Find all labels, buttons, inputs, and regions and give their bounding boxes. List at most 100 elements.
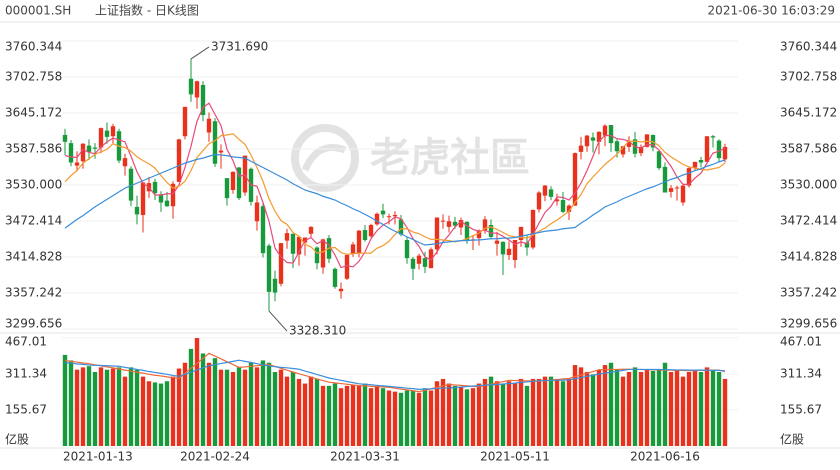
y-tick-label: 3414.828 — [5, 250, 62, 264]
candle-body — [62, 134, 68, 142]
candle-body — [254, 202, 260, 222]
volume-bar — [602, 365, 608, 446]
watermark-logo-stroke — [301, 144, 347, 172]
volume-bar — [224, 369, 230, 446]
volume-bar — [260, 360, 266, 446]
candle-body — [710, 136, 716, 138]
candle-body — [488, 225, 494, 237]
ma-line — [64, 153, 726, 246]
candle-body — [494, 240, 500, 244]
volume-bar — [668, 371, 674, 446]
volume-bar — [236, 367, 242, 446]
volume-bar — [284, 376, 290, 446]
candle-body — [674, 187, 680, 189]
volume-bar — [632, 367, 638, 446]
volume-bar — [704, 367, 710, 446]
timestamp: 2021-06-30 16:03:29 — [708, 4, 835, 18]
volume-bar — [662, 362, 668, 446]
candle-body — [680, 185, 686, 203]
candle-body — [80, 143, 86, 162]
candle-body — [170, 183, 176, 207]
candles — [62, 58, 728, 312]
candle-body — [266, 245, 272, 292]
volume-bar — [542, 376, 548, 446]
y-tick-label: 3760.344 — [5, 40, 62, 54]
candle-body — [206, 118, 212, 133]
candle-body — [458, 220, 464, 228]
candle-body — [380, 210, 386, 215]
volume-bar — [476, 383, 482, 446]
volume-bar — [140, 376, 146, 446]
candle-body — [122, 158, 128, 167]
y-tick-label: 311.34 — [780, 367, 822, 381]
y-tick-label: 3530.000 — [5, 178, 62, 192]
candle-body — [704, 136, 710, 162]
candle-body — [422, 258, 428, 267]
candle-body — [716, 140, 722, 159]
candle-body — [278, 243, 284, 284]
candle-body — [722, 146, 728, 160]
volume-bar — [332, 383, 338, 446]
volume-bar — [446, 383, 452, 446]
volume-bar — [188, 348, 194, 446]
x-tick-label: 2021-01-13 — [63, 450, 133, 464]
y-tick-label: 467.01 — [5, 335, 47, 349]
volume-bar — [110, 368, 116, 446]
chart-title: 上证指数 - 日K线图 — [95, 3, 199, 18]
volume-bar — [374, 385, 380, 446]
candle-body — [158, 194, 164, 203]
volume-bar — [512, 383, 518, 446]
volume-bar — [590, 374, 596, 446]
candle-body — [464, 221, 470, 241]
volume-bar — [272, 371, 278, 446]
candle-body — [608, 124, 614, 144]
candle-body — [560, 200, 566, 212]
candle-body — [596, 131, 602, 142]
candle-body — [656, 151, 662, 169]
volume-bar — [62, 354, 68, 446]
candle-body — [626, 141, 632, 147]
candle-body — [518, 226, 524, 241]
y-tick-label: 3587.586 — [5, 142, 62, 156]
volume-bar — [248, 362, 254, 446]
volume-bars — [62, 338, 728, 446]
volume-bar — [230, 371, 236, 446]
candle-body — [332, 268, 338, 287]
candle-body — [290, 233, 296, 254]
ma-line — [64, 352, 726, 393]
candle-body — [110, 126, 116, 137]
volume-bar — [308, 376, 314, 446]
y-tick-label: 3414.828 — [780, 250, 837, 264]
x-tick-label: 2021-02-24 — [180, 450, 250, 464]
candle-body — [698, 159, 704, 163]
volume-bar — [104, 369, 110, 446]
volume-bar — [320, 385, 326, 446]
volume-bar — [158, 383, 164, 446]
volume-unit: 亿股 — [780, 432, 804, 447]
volume-bar — [638, 371, 644, 446]
annotation-leader — [268, 310, 288, 332]
x-tick-label: 2021-03-31 — [330, 450, 400, 464]
y-tick-label: 3530.000 — [780, 178, 837, 192]
volume-bar — [710, 369, 716, 446]
candle-body — [134, 206, 140, 215]
y-tick-label: 3357.242 — [780, 286, 837, 300]
candle-body — [92, 147, 98, 149]
candle-body — [338, 288, 344, 292]
candle-body — [140, 182, 146, 216]
candle-body — [314, 247, 320, 264]
volume-bar — [314, 378, 320, 446]
volume-bar — [266, 362, 272, 446]
candle-body — [572, 153, 578, 206]
candle-body — [524, 242, 530, 248]
volume-bar — [278, 369, 284, 446]
volume-bar — [524, 385, 530, 446]
volume-bar — [134, 369, 140, 446]
candle-body — [296, 236, 302, 255]
volume-bar — [536, 378, 542, 446]
y-tick-label: 3299.656 — [5, 317, 62, 331]
volume-bar — [680, 376, 686, 446]
volume-bar — [548, 376, 554, 446]
volume-bar — [614, 369, 620, 446]
volume-bar — [458, 387, 464, 446]
